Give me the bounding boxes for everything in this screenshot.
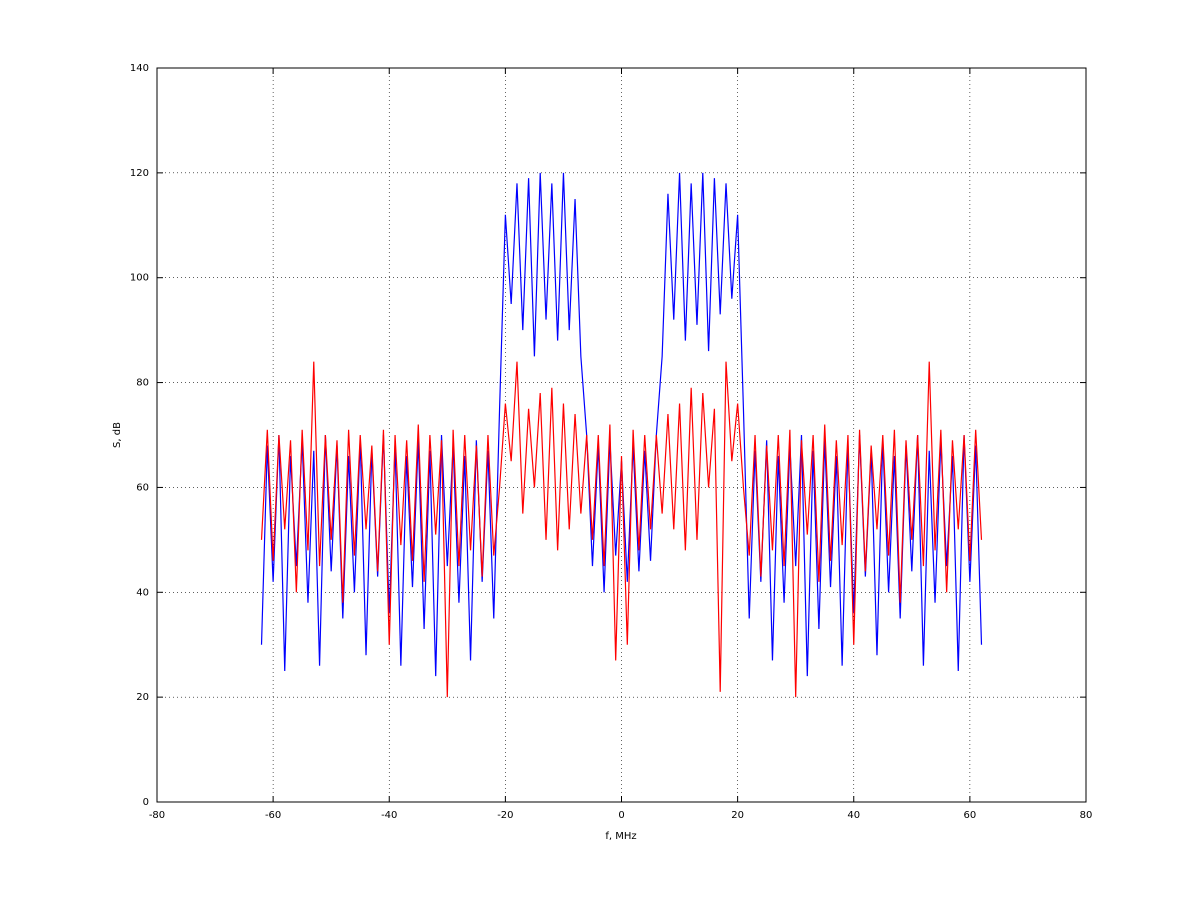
- x-tick-label: 60: [964, 810, 977, 821]
- x-axis-label: f, MHz: [605, 831, 636, 842]
- x-tick-label: -80: [149, 810, 165, 821]
- x-tick-label: 20: [731, 810, 744, 821]
- y-tick-label: 60: [136, 482, 149, 493]
- y-tick-label: 140: [130, 63, 149, 74]
- x-tick-label: -60: [265, 810, 281, 821]
- spectrum-line: [260, 361, 983, 698]
- x-tick-label: 0: [618, 810, 624, 821]
- y-tick-label: 100: [130, 273, 149, 284]
- x-tick-label: 80: [1080, 810, 1093, 821]
- x-tick-label: 40: [847, 810, 860, 821]
- y-tick-label: 120: [130, 168, 149, 179]
- y-tick-label: 0: [143, 797, 149, 808]
- x-tick-label: -40: [381, 810, 397, 821]
- y-tick-label: 40: [136, 587, 149, 598]
- axes-box: [156, 67, 1087, 803]
- y-tick-label: 20: [136, 692, 149, 703]
- x-tick-label: -20: [497, 810, 513, 821]
- y-tick-label: 80: [136, 378, 149, 389]
- y-axis-label: S, dB: [112, 422, 123, 448]
- plot-area: [157, 68, 1086, 802]
